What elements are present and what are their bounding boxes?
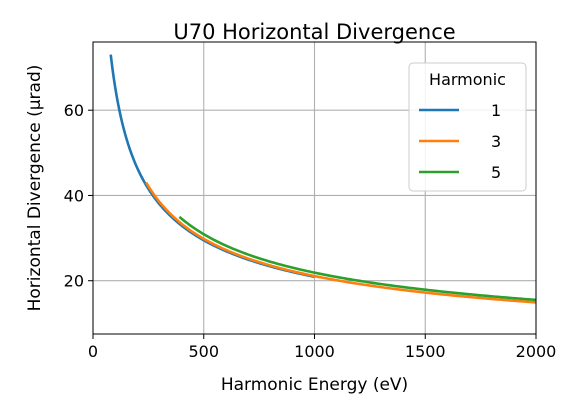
x-tick-label: 0 — [88, 342, 98, 361]
legend: Harmonic 1 3 5 — [408, 62, 527, 192]
legend-title: Harmonic — [429, 70, 506, 89]
x-tick-label: 1500 — [405, 342, 446, 361]
legend-label-5: 5 — [491, 163, 501, 182]
legend-label-3: 3 — [491, 132, 501, 151]
x-tick-label: 2000 — [516, 342, 557, 361]
y-axis-label: Horizontal Divergence (μrad) — [25, 65, 45, 312]
x-tick-label: 500 — [188, 342, 219, 361]
x-axis: 0 500 1000 1500 2000 — [88, 334, 556, 361]
y-tick-label: 60 — [64, 101, 84, 120]
series-lines — [109, 54, 537, 304]
x-tick-label: 1000 — [294, 342, 335, 361]
legend-box — [408, 62, 527, 192]
y-axis: 20 40 60 — [64, 101, 93, 291]
chart-title: U70 Horizontal Divergence — [173, 20, 455, 44]
series-line-3 — [145, 181, 537, 304]
legend-label-1: 1 — [491, 101, 501, 120]
y-tick-label: 20 — [64, 272, 84, 291]
y-tick-label: 40 — [64, 186, 84, 205]
x-axis-label: Harmonic Energy (eV) — [221, 375, 408, 395]
series-line-5 — [178, 215, 537, 302]
